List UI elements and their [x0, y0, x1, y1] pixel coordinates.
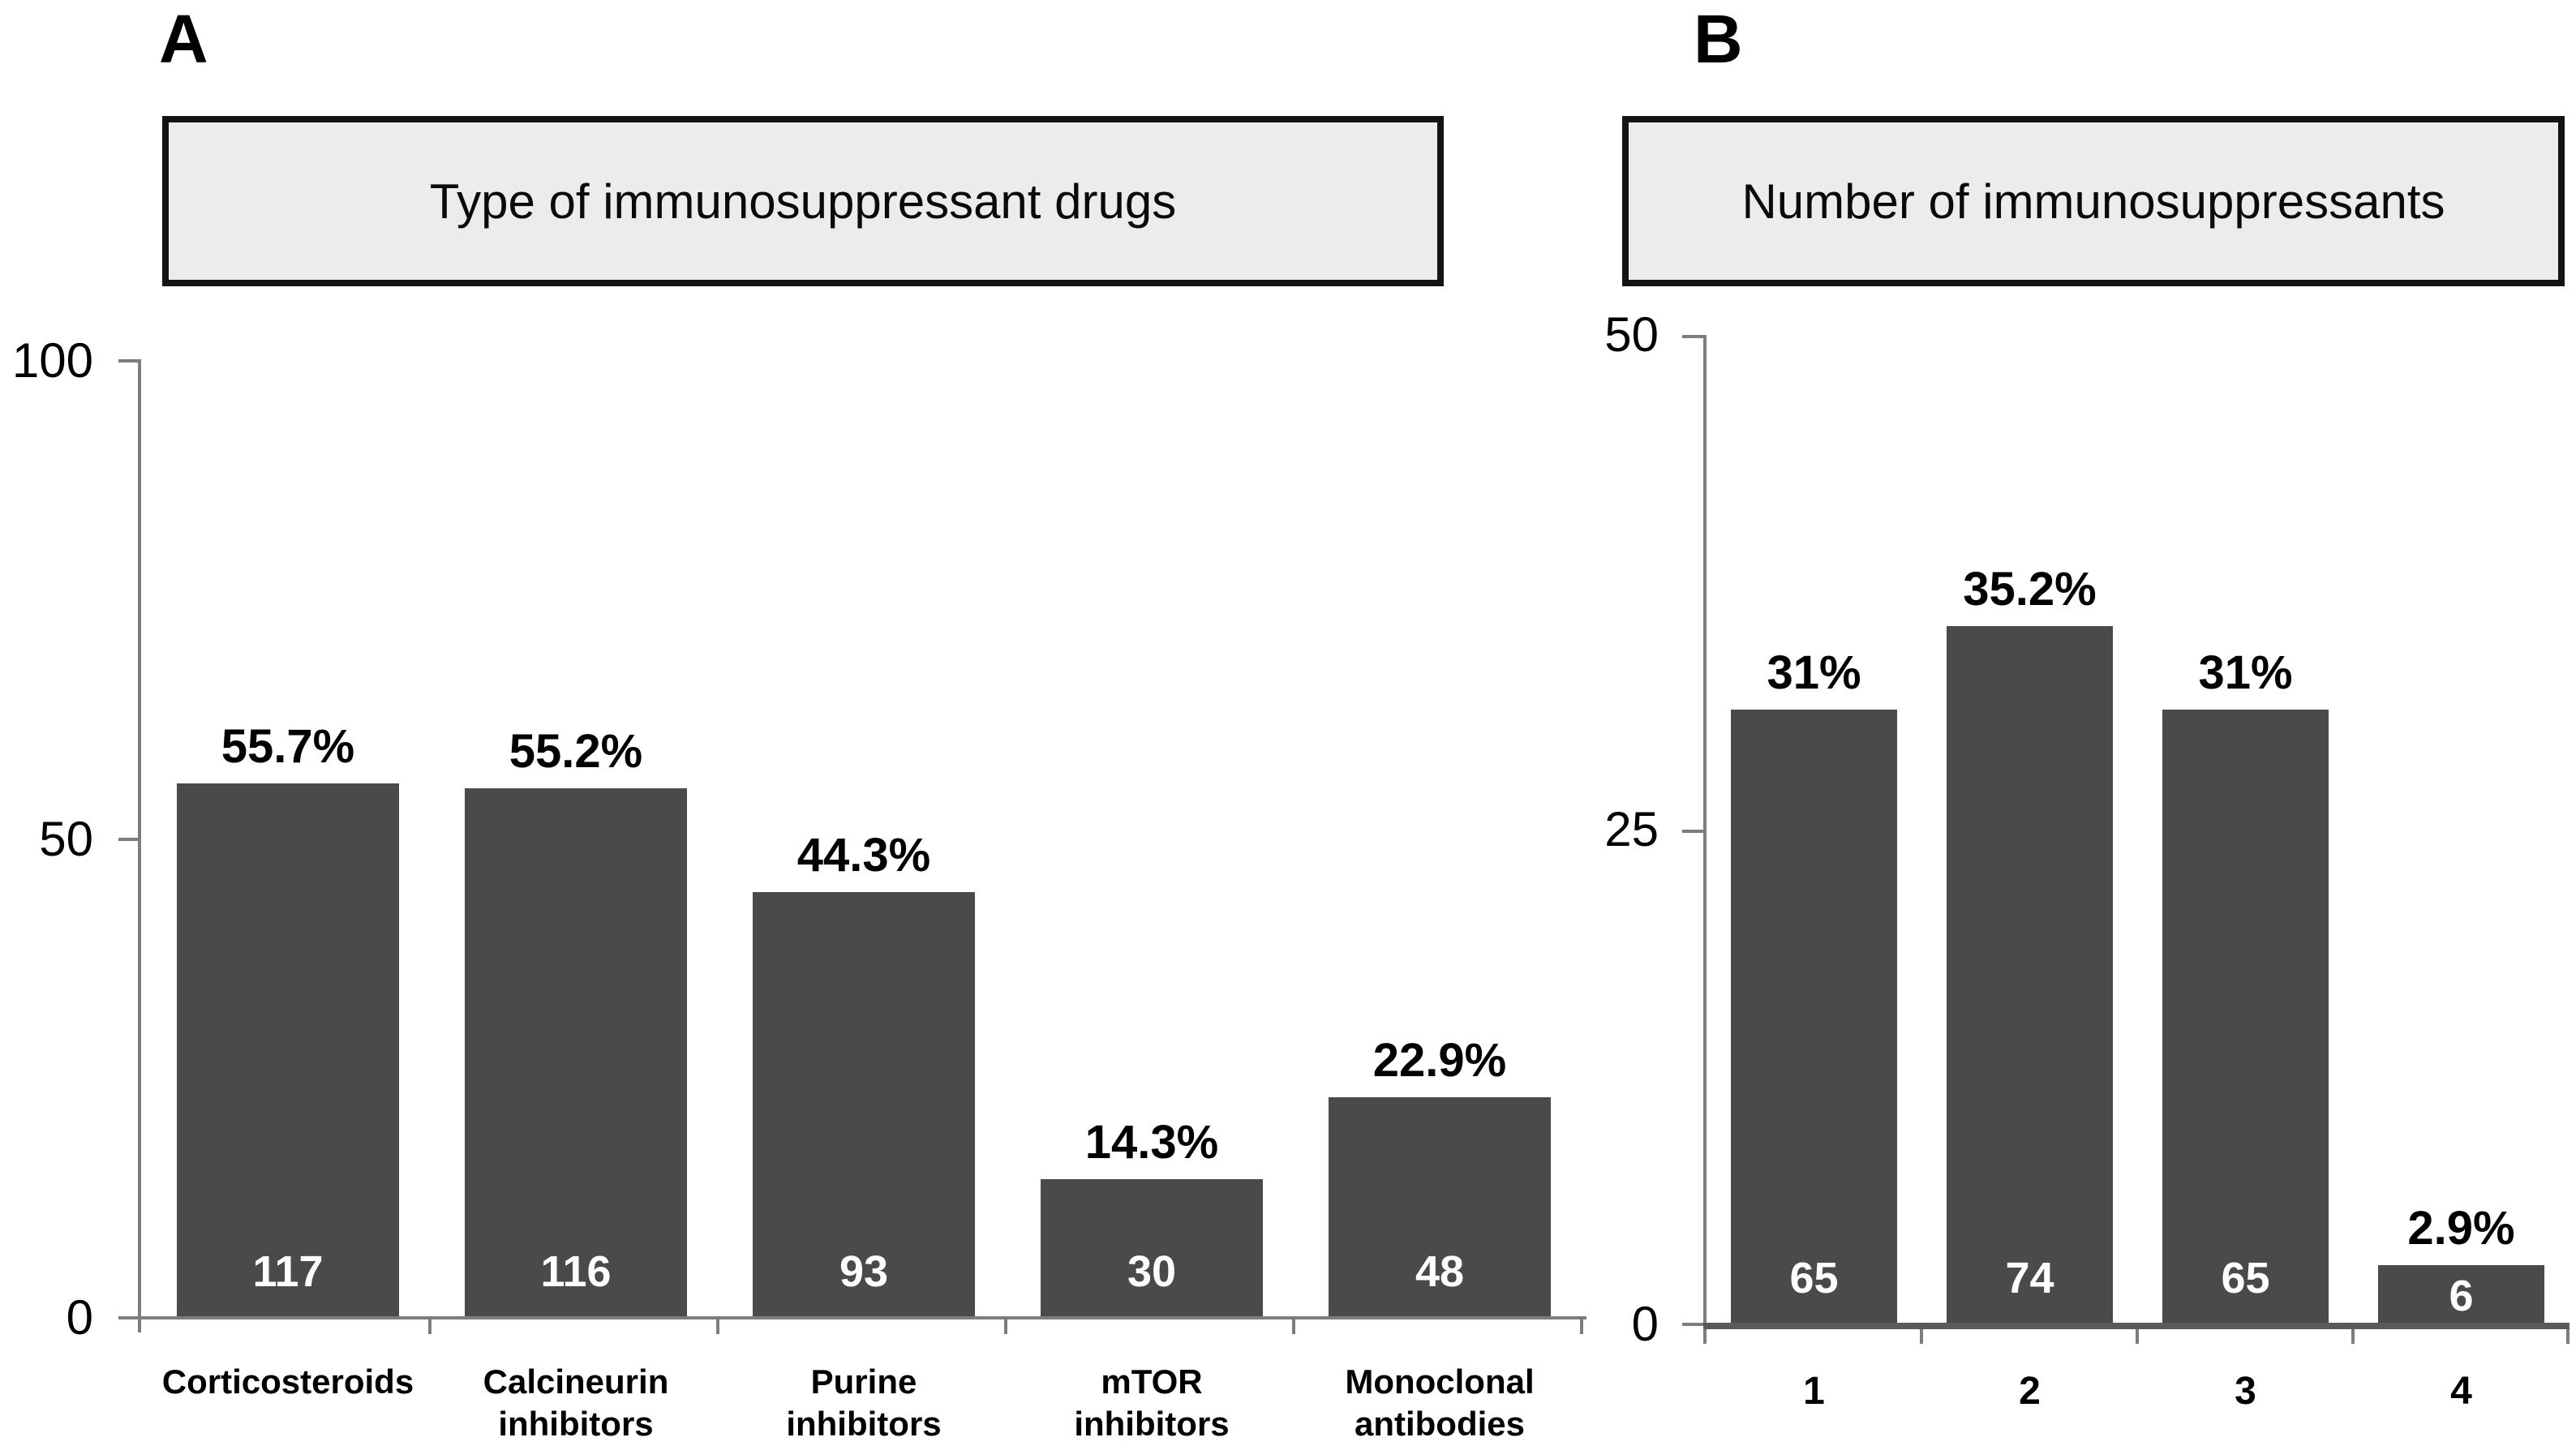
bar-mtor-inhibitors-count-label: 30	[1127, 1247, 1177, 1296]
x-label-line: Monoclonal	[1345, 1362, 1535, 1401]
bar-3-pct-label: 31%	[2198, 646, 2293, 699]
bar-monoclonal-antibodies-pct-label: 22.9%	[1372, 1034, 1507, 1087]
x-label-line: 2	[2019, 1370, 2041, 1413]
panel-a-title-box: Type of immunosuppressant drugs	[162, 116, 1444, 286]
panel-b-title: Number of immunosuppressants	[1741, 174, 2445, 229]
bar-1	[1731, 710, 1897, 1323]
bar-3	[2162, 710, 2329, 1323]
bar-4-count-label: 6	[2449, 1271, 2474, 1320]
bar-4-pct-label: 2.9%	[2407, 1202, 2515, 1255]
bar-1-count-label: 65	[1789, 1254, 1839, 1302]
panel-a-x-tick	[428, 1319, 431, 1334]
x-label-line: 1	[1803, 1370, 1825, 1413]
bar-2-pct-label: 35.2%	[1963, 563, 2097, 616]
bar-2-count-label: 74	[2005, 1254, 2054, 1302]
bar-1-pct-label: 31%	[1767, 646, 1861, 699]
bar-purine-inhibitors	[753, 892, 975, 1316]
panel-a-ytick-label-0: 0	[66, 1290, 93, 1345]
bar-3-count-label: 65	[2221, 1254, 2270, 1302]
panel-a-title: Type of immunosuppressant drugs	[429, 174, 1177, 229]
bar-4	[2378, 1265, 2544, 1323]
x-label-1: 1	[1707, 1371, 1922, 1413]
x-label-line: Purine	[810, 1362, 917, 1401]
x-label-corticosteroids: Corticosteroids	[134, 1361, 442, 1403]
panel-a-ytick-label-50: 50	[39, 812, 93, 866]
x-label-3: 3	[2138, 1371, 2354, 1413]
panel-b-x-tick	[2566, 1329, 2570, 1344]
panel-a-letter: A	[159, 1, 208, 77]
x-label-line: inhibitors	[786, 1405, 942, 1443]
bar-purine-inhibitors-count-label: 93	[839, 1247, 889, 1296]
x-label-line: inhibitors	[498, 1405, 654, 1443]
x-label-line: Corticosteroids	[161, 1362, 414, 1401]
panel-a-x-tick	[1292, 1319, 1295, 1334]
x-label-line: antibodies	[1354, 1405, 1526, 1443]
panel-b-x-tick	[2136, 1329, 2139, 1344]
bar-calcineurin-inhibitors-count-label: 116	[540, 1247, 612, 1296]
bar-purine-inhibitors-pct-label: 44.3%	[796, 829, 931, 882]
panel-b-title-box: Number of immunosuppressants	[1622, 116, 2565, 286]
panel-b-y-tick	[1682, 1323, 1703, 1326]
panel-b-x-axis	[1703, 1323, 2570, 1329]
bar-calcineurin-inhibitors-pct-label: 55.2%	[509, 725, 643, 778]
panel-b-ytick-label-0: 0	[1631, 1297, 1659, 1351]
panel-a-y-tick	[118, 359, 140, 363]
x-label-mtor-inhibitors: mTOR inhibitors	[998, 1361, 1306, 1445]
x-label-monoclonal-antibodies: Monoclonal antibodies	[1286, 1361, 1594, 1445]
panel-b-x-tick	[1920, 1329, 1923, 1344]
panel-a-y-tick	[118, 1316, 140, 1319]
panel-b-y-tick	[1682, 830, 1703, 833]
bar-mtor-inhibitors	[1041, 1179, 1263, 1316]
panel-b-x-tick	[2351, 1329, 2355, 1344]
panel-a-y-axis	[138, 359, 141, 1332]
bar-monoclonal-antibodies-count-label: 48	[1415, 1247, 1465, 1296]
bar-corticosteroids-pct-label: 55.7%	[221, 720, 355, 773]
panel-a-y-tick	[118, 838, 140, 841]
panel-a-x-axis	[138, 1316, 1586, 1319]
bar-corticosteroids-count-label: 117	[252, 1247, 324, 1296]
panel-a-x-tick	[716, 1319, 719, 1334]
x-label-4: 4	[2354, 1371, 2570, 1413]
bar-corticosteroids	[177, 783, 399, 1316]
panel-b-y-tick	[1682, 335, 1703, 338]
x-label-line: mTOR	[1101, 1362, 1203, 1401]
bar-2	[1947, 626, 2113, 1323]
panel-b-ytick-label-25: 25	[1604, 802, 1659, 856]
x-label-line: inhibitors	[1074, 1405, 1230, 1443]
bar-mtor-inhibitors-pct-label: 14.3%	[1084, 1116, 1219, 1169]
x-label-line: 3	[2235, 1370, 2256, 1413]
x-label-line: Calcineurin	[483, 1362, 669, 1401]
panel-b-letter: B	[1694, 1, 1743, 77]
x-label-2: 2	[1922, 1371, 2138, 1413]
panel-a-x-tick	[1580, 1319, 1583, 1334]
x-label-purine-inhibitors: Purine inhibitors	[710, 1361, 1018, 1445]
bar-monoclonal-antibodies	[1329, 1097, 1551, 1316]
bar-calcineurin-inhibitors	[465, 788, 687, 1316]
x-label-line: 4	[2450, 1370, 2472, 1413]
panel-b-y-axis	[1703, 335, 1707, 1344]
x-label-calcineurin-inhibitors: Calcineurin inhibitors	[422, 1361, 730, 1445]
panel-a-x-tick	[1004, 1319, 1007, 1334]
panel-b-ytick-label-50: 50	[1604, 307, 1659, 362]
panel-a-ytick-label-100: 100	[11, 333, 93, 388]
